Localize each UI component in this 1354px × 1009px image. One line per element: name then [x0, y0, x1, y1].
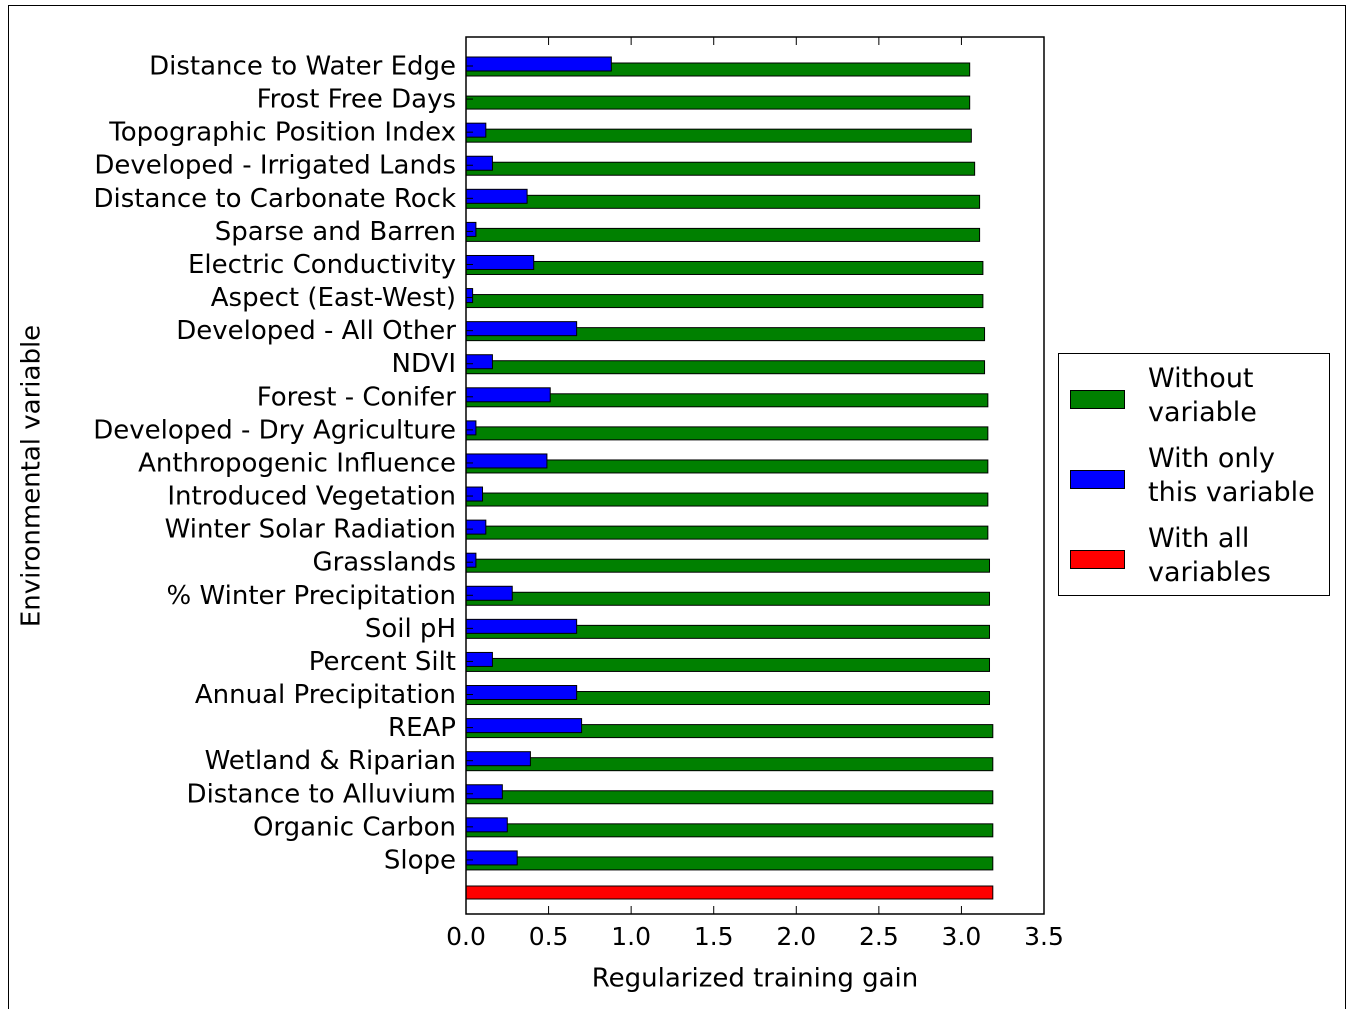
y-tick-label: NDVI	[392, 349, 456, 379]
bar	[465, 751, 531, 767]
bar	[465, 850, 518, 866]
bar	[465, 519, 487, 535]
y-tick-label: Soil pH	[365, 614, 456, 644]
bar	[465, 657, 991, 672]
bar	[465, 453, 548, 469]
bar	[465, 420, 477, 436]
bar	[465, 155, 493, 171]
bar	[465, 618, 578, 634]
bar	[465, 817, 508, 833]
legend-swatch	[1070, 470, 1125, 489]
bar	[465, 360, 986, 375]
bar	[465, 194, 981, 209]
bar	[465, 188, 528, 204]
x-axis-label: Regularized training gain	[592, 964, 919, 994]
legend-label: With only this variable	[1148, 443, 1315, 508]
bar	[465, 823, 994, 838]
y-tick-label: Anthropogenic Influence	[138, 448, 456, 478]
y-tick-label: Developed - All Other	[176, 316, 456, 346]
bar	[465, 757, 994, 772]
y-tick-label: Slope	[384, 845, 456, 875]
y-tick-label: Grasslands	[312, 548, 456, 578]
bar	[465, 288, 474, 304]
bar	[465, 260, 984, 275]
y-tick-label: REAP	[388, 713, 456, 743]
x-tick-label: 0.5	[529, 922, 569, 951]
x-tick-label: 3.5	[1024, 922, 1064, 951]
x-tick-label: 1.5	[694, 922, 734, 951]
y-tick-label: Wetland & Riparian	[205, 746, 456, 776]
y-axis-label: Environmental variable	[17, 325, 47, 627]
bar	[465, 122, 487, 138]
bar	[465, 387, 551, 403]
bar	[465, 784, 503, 800]
bar	[465, 885, 994, 900]
x-tick-label: 2.0	[776, 922, 816, 951]
bar	[465, 558, 991, 573]
y-tick-label: Topographic Position Index	[108, 118, 456, 148]
frame	[8, 5, 1346, 1009]
y-tick-label: Developed - Dry Agriculture	[93, 415, 456, 445]
y-tick-label: Annual Precipitation	[195, 680, 456, 710]
x-tick-label: 0.0	[446, 922, 486, 951]
y-tick-label: Distance to Carbonate Rock	[93, 184, 456, 214]
bar	[465, 591, 991, 606]
legend-label: Without variable	[1148, 363, 1257, 428]
bar	[465, 790, 994, 805]
y-tick-label: Sparse and Barren	[215, 217, 456, 247]
bar	[465, 856, 994, 871]
legend-item: Without variable	[1059, 362, 1329, 438]
y-tick-label: Winter Solar Radiation	[165, 515, 456, 545]
legend-item: With only this variable	[1059, 442, 1329, 518]
y-tick-label: Electric Conductivity	[188, 250, 456, 280]
legend-swatch	[1070, 390, 1125, 409]
bar	[465, 227, 981, 242]
x-tick-label: 3.0	[942, 922, 982, 951]
y-tick-label: Forest - Conifer	[257, 382, 457, 412]
x-tick-label: 1.0	[611, 922, 651, 951]
bar	[465, 492, 989, 507]
y-tick-label: Distance to Alluvium	[187, 779, 456, 809]
bar	[465, 585, 513, 601]
bar	[465, 56, 612, 72]
bar	[465, 718, 583, 734]
legend-item: With all variables	[1059, 522, 1329, 598]
y-tick-label: Percent Silt	[309, 647, 456, 677]
bar	[465, 354, 493, 370]
bar	[465, 128, 972, 143]
x-tick-label: 2.5	[859, 922, 899, 951]
bar	[465, 161, 976, 176]
bar	[465, 552, 477, 568]
bar	[465, 651, 493, 667]
y-tick-label: Frost Free Days	[257, 85, 456, 115]
legend: Without variable With only this variable W…	[1058, 353, 1330, 596]
y-tick-label: Organic Carbon	[253, 812, 456, 842]
y-tick-label: Developed - Irrigated Lands	[94, 151, 456, 181]
y-tick-label: Introduced Vegetation	[167, 482, 456, 512]
bar	[465, 426, 989, 441]
y-tick-label: % Winter Precipitation	[167, 581, 456, 611]
bar	[465, 221, 477, 237]
bar	[465, 685, 578, 701]
plot-frame	[465, 36, 1045, 915]
y-tick-label: Aspect (East-West)	[211, 283, 456, 313]
bar	[465, 95, 971, 110]
bar	[465, 254, 535, 270]
legend-swatch	[1070, 550, 1125, 569]
bar	[465, 294, 984, 309]
bar	[465, 486, 484, 502]
bar	[465, 321, 578, 337]
bar	[465, 525, 989, 540]
y-tick-label: Distance to Water Edge	[149, 52, 456, 82]
legend-label: With all variables	[1148, 523, 1271, 588]
